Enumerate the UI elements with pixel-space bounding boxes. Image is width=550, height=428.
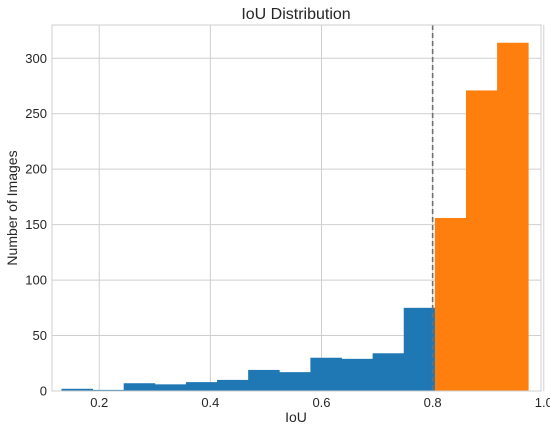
y-tick-label: 100 [25, 273, 47, 288]
y-axis-label: Number of Images [4, 150, 20, 265]
x-tick-label: 0.2 [90, 395, 108, 410]
x-tick-label: 0.6 [312, 395, 330, 410]
y-tick-label: 300 [25, 51, 47, 66]
y-tick-label: 150 [25, 217, 47, 232]
y-tick-label: 200 [25, 162, 47, 177]
y-tick-label: 50 [33, 328, 47, 343]
histogram-bar [465, 90, 498, 391]
y-tick-label: 250 [25, 106, 47, 121]
y-tick-label: 0 [40, 384, 47, 399]
x-tick-labels: 0.2 0.4 0.6 0.8 1.0 [90, 395, 550, 410]
histogram-bar [61, 388, 93, 391]
histogram-bar [341, 358, 374, 391]
x-tick-label: 0.8 [424, 395, 442, 410]
chart-title: IoU Distribution [241, 6, 350, 23]
y-tick-labels: 0 50 100 150 200 250 300 [25, 51, 47, 399]
histogram-bar [154, 384, 187, 391]
histogram-bars [61, 42, 529, 391]
histogram-bar [185, 382, 218, 391]
histogram-bar [403, 307, 436, 391]
histogram-bar [372, 353, 405, 391]
plot-frame [51, 24, 542, 392]
histogram-bar [92, 389, 125, 391]
x-tick-label: 0.4 [201, 395, 219, 410]
histogram-bar [310, 357, 342, 391]
histogram-bar [217, 379, 249, 391]
histogram-bar [279, 372, 311, 391]
histogram-bar [248, 369, 280, 391]
histogram-bar [434, 217, 467, 391]
x-axis-label: IoU [285, 409, 307, 425]
histogram-bar [123, 383, 156, 391]
histogram-bar [497, 42, 529, 391]
x-tick-label: 1.0 [535, 395, 550, 410]
